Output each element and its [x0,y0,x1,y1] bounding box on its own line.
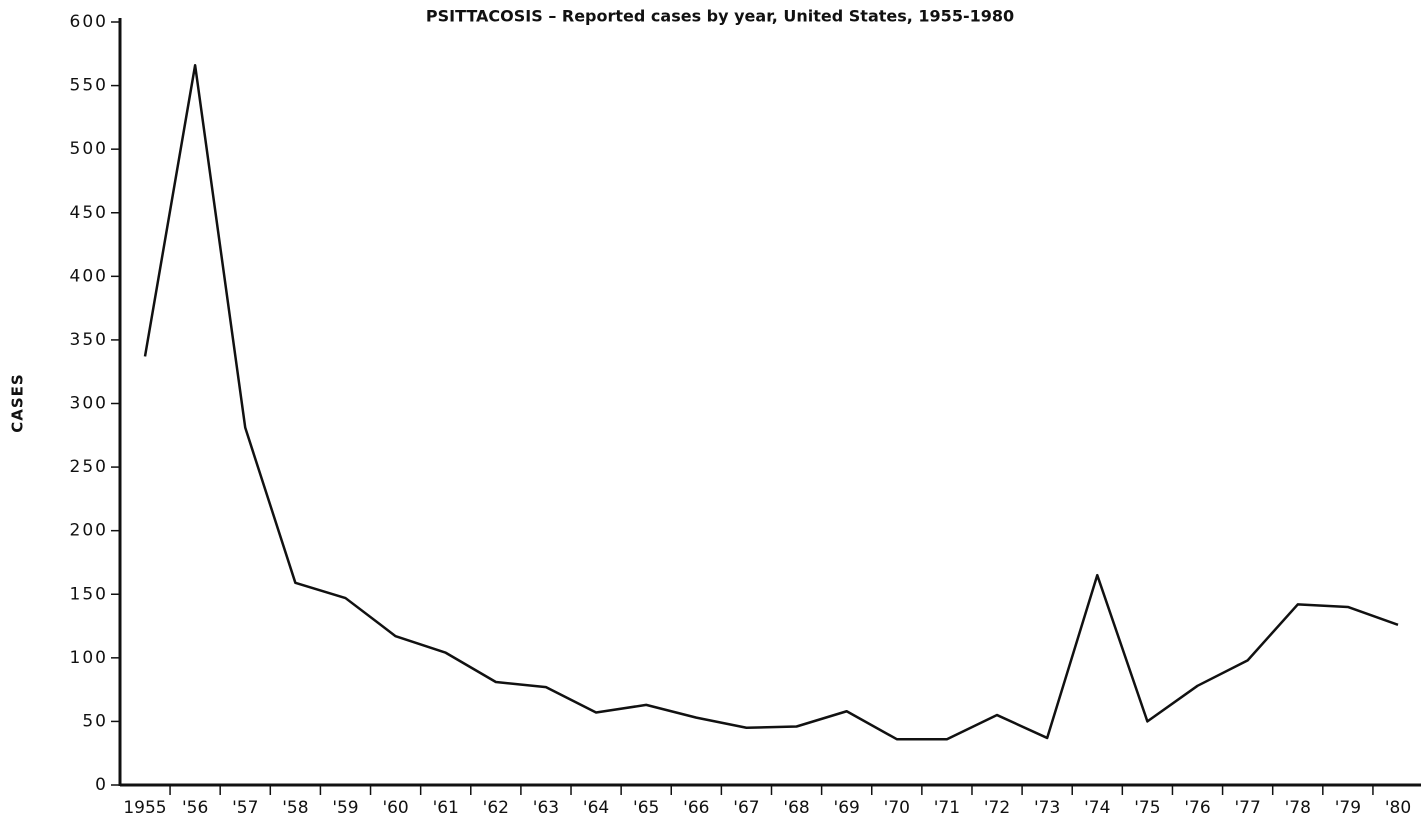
x-tick-label: '71 [934,798,960,818]
chart-title: PSITTACOSIS – Reported cases by year, Un… [426,7,1014,26]
x-tick-label: '78 [1285,798,1311,818]
x-tick-label: '75 [1134,798,1160,818]
y-tick-label: 600 [70,12,108,32]
y-tick-label: 300 [70,394,108,414]
y-tick-label: 0 [95,775,108,795]
x-tick-label: '72 [984,798,1010,818]
y-tick-label: 400 [70,266,108,286]
x-tick-label: '68 [783,798,809,818]
x-tick-label: '61 [433,798,459,818]
y-axis-label: CASES [9,373,27,432]
x-tick-label: '59 [332,798,358,818]
x-tick-label: 1955 [123,798,166,818]
x-tick-label: '79 [1335,798,1361,818]
y-tick-label: 550 [70,76,108,96]
y-tick-label: 450 [70,203,108,223]
x-tick-label: '58 [282,798,308,818]
x-tick-label: '64 [583,798,609,818]
data-line [143,63,1399,741]
y-tick-label: 500 [70,139,108,159]
x-tick-label: '56 [182,798,208,818]
x-tick-label: '67 [733,798,759,818]
x-tick-label: '65 [633,798,659,818]
x-tick-label: '66 [683,798,709,818]
y-tick-label: 200 [70,521,108,541]
y-tick-label: 350 [70,330,108,350]
x-tick-label: '76 [1184,798,1210,818]
x-tick-label: '60 [382,798,408,818]
x-tick-label: '77 [1234,798,1260,818]
x-tick-label: '69 [834,798,860,818]
y-tick-label: 250 [70,457,108,477]
y-tick-label: 100 [70,648,108,668]
x-tick-label: '57 [232,798,258,818]
x-tick-label: '73 [1034,798,1060,818]
x-tick-label: '80 [1385,798,1411,818]
x-tick-label: '62 [483,798,509,818]
y-tick-label: 150 [70,584,108,604]
x-tick-label: '70 [884,798,910,818]
x-tick-label: '63 [533,798,559,818]
y-tick-label: 50 [82,711,108,731]
x-tick-label: '74 [1084,798,1110,818]
